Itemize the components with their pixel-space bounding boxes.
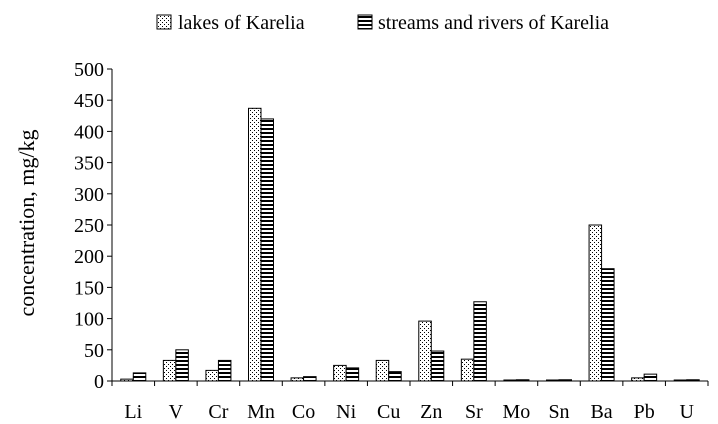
- y-tick-label: 350: [74, 153, 104, 175]
- bar-series-1-sr: [473, 301, 487, 382]
- axes: [111, 69, 708, 382]
- y-tick-label: 200: [74, 246, 104, 268]
- bar-series-1-sn: [558, 379, 572, 382]
- category-label: Pb: [634, 401, 655, 423]
- y-tick-label: 250: [74, 215, 104, 237]
- bar-series-1-pb: [643, 373, 658, 382]
- bar-series-0-co: [290, 377, 305, 382]
- bar-series-1-co: [303, 376, 317, 382]
- bar-series-0-sr: [460, 358, 475, 382]
- bar-series-0-ni: [333, 364, 347, 382]
- category-label: U: [679, 401, 694, 423]
- category-label: Ni: [336, 401, 356, 423]
- bar-series-1-mn: [260, 118, 274, 382]
- category-label: V: [169, 401, 184, 423]
- legend-swatch-streams: [357, 14, 373, 30]
- category-label: Cr: [208, 401, 228, 423]
- legend-label-streams: streams and rivers of Karelia: [378, 12, 609, 34]
- category-label: Ba: [590, 401, 612, 423]
- y-tick-label: 450: [74, 90, 104, 112]
- legend-swatch-lakes: [156, 14, 172, 30]
- category-label: Li: [124, 401, 142, 423]
- y-tick-label: 0: [94, 371, 104, 393]
- bar-series-0-zn: [418, 320, 432, 382]
- category-label: Sn: [548, 401, 569, 423]
- category-label: Sr: [465, 401, 483, 423]
- bar-series-1-ni: [345, 367, 360, 382]
- bar-series-0-li: [120, 378, 134, 382]
- bar-series-0-sn: [546, 379, 560, 382]
- y-tick-label: 500: [74, 59, 104, 81]
- bar-series-0-v: [162, 359, 177, 382]
- y-tick-label: 300: [74, 184, 104, 206]
- legend-label-lakes: lakes of Karelia: [178, 12, 305, 34]
- bar-series-0-ba: [588, 224, 603, 382]
- bar-series-0-pb: [631, 377, 645, 382]
- bars: [120, 107, 700, 382]
- bar-series-1-v: [175, 349, 189, 382]
- category-label: Mo: [503, 401, 531, 423]
- y-axis-title: concentration, mg/kg: [14, 130, 39, 317]
- category-label: Cu: [377, 401, 400, 423]
- bar-series-0-cr: [205, 369, 219, 382]
- x-ticks: Li V Cr Mn Co Ni Cu Zn Sr Mo Sn Ba Pb U: [111, 381, 709, 423]
- bar-series-1-mo: [515, 379, 530, 382]
- bar-series-0-mn: [248, 107, 262, 382]
- y-tick-label: 150: [74, 277, 104, 299]
- category-label: Mn: [247, 401, 275, 423]
- bar-series-0-u: [673, 379, 688, 382]
- bar-series-1-u: [686, 379, 700, 382]
- bar-series-1-cr: [217, 359, 232, 382]
- bar-series-1-ba: [601, 268, 615, 382]
- bar-series-0-cu: [375, 359, 390, 382]
- bar-series-1-li: [132, 372, 147, 382]
- y-tick-label: 50: [84, 340, 104, 362]
- legend: lakes of Karelia streams and rivers of K…: [156, 12, 609, 34]
- bar-series-0-mo: [503, 379, 517, 382]
- bar-series-1-cu: [388, 371, 402, 382]
- category-label: Co: [292, 401, 315, 423]
- bar-series-1-zn: [430, 350, 445, 382]
- category-label: Zn: [420, 401, 442, 423]
- y-tick-label: 400: [74, 121, 104, 143]
- y-tick-label: 100: [74, 309, 104, 331]
- y-ticks: 0 50 100 150 200 250 300 350 400 450 500: [74, 59, 112, 393]
